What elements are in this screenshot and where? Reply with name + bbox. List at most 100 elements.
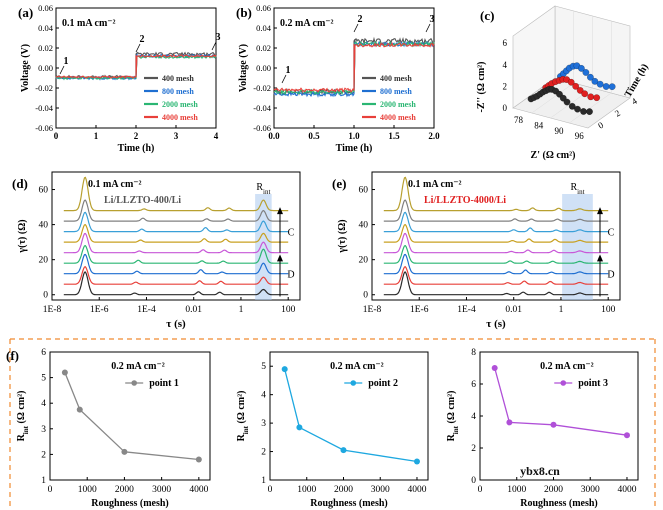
panel-b-series-group	[273, 36, 435, 98]
panel-b-point-arrow	[281, 74, 287, 84]
panel-c-ytick-label: 0	[503, 103, 508, 113]
panel-e-annotation: 0.1 mA cm⁻²	[408, 179, 462, 190]
panel-c-ztick-label: 4	[630, 96, 639, 107]
panel-c-point-blue	[602, 83, 610, 90]
panel-b-point-label: 1	[286, 65, 291, 76]
panel-f2-legend-text: point 2	[368, 378, 398, 389]
panel-d-rint-label: Rint	[256, 182, 270, 196]
panel-f1-xtick-label: 0	[48, 485, 53, 495]
panel-e-panel-label: (e)	[332, 176, 346, 191]
panel-c-point-black	[580, 108, 587, 115]
panel-a-ytick-label: -0.02	[35, 83, 53, 93]
panel-a-xtick-label: 3	[174, 131, 179, 141]
panel-d-xlabel: τ (s)	[166, 318, 186, 330]
panel-e-ytick-label: 0	[363, 291, 368, 301]
panel-f3-legend-text: point 3	[578, 378, 608, 389]
panel-a-legend-text: 800 mesh	[162, 87, 194, 96]
watermark-text: ybx8.cn	[520, 464, 560, 478]
panel-e-xtick-label: 1E-4	[457, 305, 476, 315]
panel-d-panel-label: (d)	[12, 176, 28, 191]
panel-d-xtick-label: 1E-6	[90, 305, 109, 315]
panel-c-point-blue	[608, 83, 616, 90]
panel-f1-xtick-label: 4000	[189, 485, 208, 495]
panel-f3-annotation: 0.2 mA cm⁻²	[540, 361, 594, 372]
panel-a-point-label: 2	[140, 34, 145, 45]
panel-e-arrow-label-d: D	[607, 270, 614, 281]
panel-e-arrow-label-c: C	[608, 228, 615, 239]
panel-d-arrow-label-c: C	[288, 228, 295, 239]
panel-f2-frame	[269, 351, 429, 481]
panel-d-annotation: 0.1 mA cm⁻²	[88, 179, 142, 190]
panel-f1-xtick-label: 2000	[115, 485, 134, 495]
panel-d-sample-label: Li/LLZTO-400/Li	[104, 195, 181, 206]
panel-f1-line	[64, 372, 199, 461]
panel-f2-ytick-label: 5	[261, 362, 266, 372]
panel-f3-ytick-label: 4	[471, 412, 476, 422]
panel-a-point-arrow	[135, 43, 141, 53]
panel-d-trace	[63, 176, 289, 212]
panel-a-legend-text: 400 mesh	[162, 74, 194, 83]
panel-e-xtick-label: 1	[559, 305, 564, 315]
panel-d-arrow-label-d: D	[287, 270, 294, 281]
panel-b-ytick-label: -0.06	[253, 123, 271, 133]
panel-c-point-blue	[582, 69, 590, 76]
panel-b-point-arrow	[425, 23, 431, 33]
panel-b-xlabel: Time (h)	[336, 143, 373, 154]
panel-a-xtick-label: 0	[54, 131, 59, 141]
panel-f3-xtick-label: 3000	[581, 485, 600, 495]
panel-f1-ytick-label: 5	[41, 374, 46, 384]
panel-b-ytick-label: -0.04	[253, 103, 271, 113]
panel-f3-xlabel: Roughness (mesh)	[520, 498, 598, 509]
panel-c-xtick-label: 84	[534, 120, 544, 130]
panel-b-legend-text: 2000 mesh	[380, 100, 416, 109]
panel-d-ytick-label: 60	[39, 186, 49, 196]
panel-d-trace	[63, 199, 289, 222]
panel-d-ytick-label: 20	[39, 256, 49, 266]
panel-e-traces	[383, 176, 609, 296]
panel-d-trace	[63, 245, 289, 264]
panel-b-xtick-label: 1.5	[388, 131, 400, 141]
panel-d-trace	[63, 232, 289, 254]
panel-d-rint-band	[255, 194, 272, 300]
panel-a-ytick-label: 0.02	[38, 43, 53, 53]
panel-c-ztick-label: 2	[613, 108, 622, 119]
panel-e-frame	[371, 171, 621, 301]
panel-e-trace	[383, 271, 609, 296]
panel-e-trace	[383, 266, 609, 285]
panel-f1-marker	[195, 456, 202, 463]
panel-f2-marker	[281, 366, 288, 373]
panel-f2-xtick-label: 3000	[371, 485, 390, 495]
panel-e-ytick-label: 60	[359, 186, 369, 196]
panel-c-wall	[512, 5, 556, 109]
panel-d-xtick-label: 100	[281, 305, 296, 315]
panel-b-point-label: 2	[358, 14, 363, 25]
panel-c-point-blue	[578, 65, 585, 72]
panel-a-xlabel: Time (h)	[118, 143, 155, 154]
panel-b-xtick-label: 0.5	[308, 131, 320, 141]
panel-f3-xtick-label: 2000	[544, 485, 563, 495]
panel-c-point-red	[572, 83, 580, 90]
panel-b-ytick-label: 0.06	[256, 3, 271, 13]
panel-f2-ylabel: Rint (Ω cm²)	[236, 391, 250, 442]
panel-a-ylabel: Voltage (V)	[20, 44, 31, 92]
panel-f3-ytick-label: 6	[471, 380, 476, 390]
panel-b-ytick-label: -0.02	[253, 83, 271, 93]
panel-e-trace	[383, 199, 609, 222]
panel-d-ylabel: γ(τ) (Ω)	[17, 219, 28, 253]
panel-f2-xtick-label: 0	[268, 485, 273, 495]
panel-f1-legend-marker	[131, 380, 137, 386]
panel-a-series-4000-mesh	[55, 54, 217, 79]
panel-f3-xtick-label: 1000	[507, 485, 526, 495]
panel-c-point-black	[563, 98, 571, 106]
panel-e-trace	[383, 224, 609, 243]
panel-b-ytick-label: 0.00	[256, 63, 271, 73]
panel-f2-xtick-label: 2000	[334, 485, 353, 495]
panel-c-xtick-label: 96	[575, 131, 585, 141]
panel-f1-frame	[49, 351, 211, 481]
panel-c-point-red	[593, 94, 601, 101]
panel-d-xtick-label: 0.01	[185, 305, 202, 315]
panel-b-legend-text: 400 mesh	[380, 74, 412, 83]
panel-f1-marker	[76, 406, 83, 413]
panel-c-ylabel: -Z'' (Ω cm²)	[476, 62, 487, 113]
panel-c-ztick-label: 0	[596, 120, 605, 131]
